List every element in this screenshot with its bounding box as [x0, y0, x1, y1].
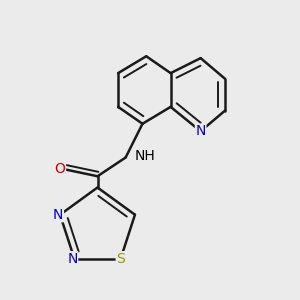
Text: N: N [195, 124, 206, 138]
Text: O: O [55, 162, 65, 176]
Text: NH: NH [135, 148, 156, 163]
Text: S: S [116, 252, 125, 266]
Text: N: N [67, 252, 78, 266]
Text: N: N [53, 208, 63, 222]
